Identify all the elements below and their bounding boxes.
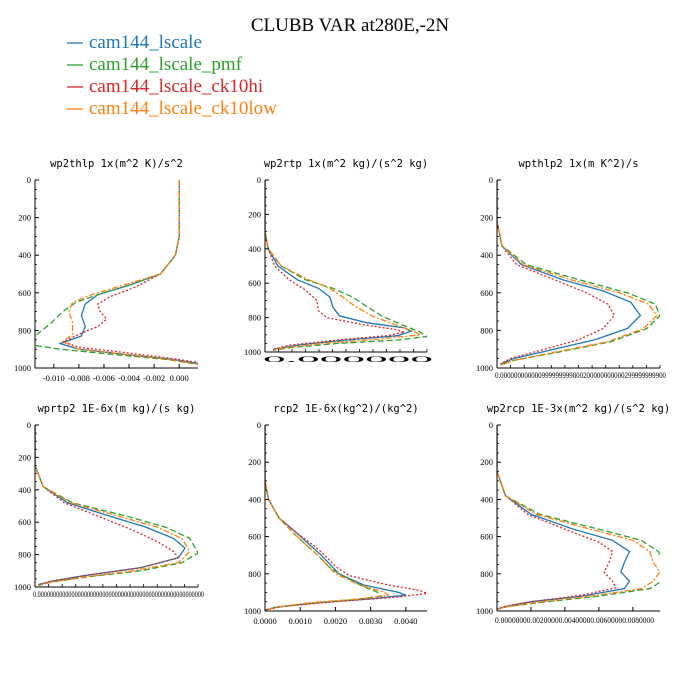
series-line-cam144-lscale-pmf — [35, 180, 198, 365]
x-tick-label: 0.0010 — [289, 616, 312, 626]
series-line-cam144-lscale — [265, 425, 407, 611]
x-tick-label: 0.000 — [170, 373, 189, 383]
panels: wp2thlp 1x(m^2 K)/s^2 0 200 400 600 800 1000 -0… — [14, 158, 670, 626]
y-tick-label: 0 — [27, 175, 31, 185]
series-line-cam144-lscale-ck10low — [265, 425, 390, 611]
legend: cam144_lscalecam144_lscale_pmfcam144_lsc… — [67, 32, 277, 119]
y-tick-label: 400 — [18, 485, 31, 495]
y-tick-label: 400 — [480, 250, 493, 260]
series-line-cam144-lscale — [265, 180, 413, 351]
y-tick-label: 400 — [248, 494, 261, 504]
y-tick-label: 1000 — [476, 363, 493, 373]
legend-label: cam144_lscale_ck10low — [89, 98, 277, 119]
x-tick-label: 0.000000 — [263, 355, 433, 364]
y-tick-label: 400 — [248, 244, 261, 254]
y-tick-label: 800 — [248, 313, 261, 323]
series-line-cam144-lscale-ck10low — [265, 180, 423, 351]
x-tick-label: 0.00000000000000000000000000000000000000… — [33, 590, 204, 599]
x-tick-label: 0.0020 — [324, 616, 347, 626]
y-tick-label: 600 — [480, 288, 493, 298]
y-tick-label: 800 — [18, 550, 31, 560]
y-tick-label: 600 — [18, 288, 31, 298]
panel-6: wp2rcp 1E-3x(m^2 kg)/(s^2 kg) 0 200 400 600 8… — [476, 403, 670, 625]
y-tick-label: 0 — [489, 420, 493, 430]
panel-title: wpthlp2 1x(m K^2)/s — [518, 158, 638, 170]
y-tick-label: 1000 — [14, 582, 31, 592]
y-tick-label: 200 — [18, 213, 31, 223]
series-line-cam144-lscale-ck10low — [497, 425, 660, 611]
series-line-cam144-lscale-pmf — [265, 180, 427, 351]
series-line-cam144-lscale-pmf — [265, 425, 383, 611]
legend-label: cam144_lscale — [89, 32, 202, 53]
x-tick-label: -0.002 — [143, 373, 165, 383]
y-tick-label: 200 — [248, 457, 261, 467]
panel-title: wp2thlp 1x(m^2 K)/s^2 — [50, 158, 183, 170]
x-tick-label: -0.010 — [43, 373, 65, 383]
series-line-cam144-lscale-ck10low — [497, 180, 658, 366]
y-tick-label: 0 — [257, 175, 261, 185]
panel-1: wp2thlp 1x(m^2 K)/s^2 0 200 400 600 800 1000 -0… — [14, 158, 198, 383]
series-line-cam144-lscale — [35, 425, 186, 586]
series-line-cam144-lscale — [58, 180, 198, 364]
x-tick-label: 0.0000 — [253, 616, 276, 626]
y-tick-label: 400 — [18, 250, 31, 260]
legend-label: cam144_lscale_ck10hi — [89, 76, 263, 97]
y-tick-label: 200 — [18, 452, 31, 462]
y-tick-label: 600 — [248, 532, 261, 542]
panel-title: rcp2 1E-6x(kg^2)/(kg^2) — [273, 403, 418, 415]
y-tick-label: 800 — [248, 569, 261, 579]
x-tick-label: -0.006 — [93, 373, 115, 383]
y-tick-label: 1000 — [476, 606, 493, 616]
panel-3: wpthlp2 1x(m K^2)/s 0 200 400 600 800 10000.00… — [476, 158, 666, 380]
series-line-cam144-lscale-ck10low — [35, 425, 191, 587]
panel-4: wprtp2 1E-6x(m kg)/(s kg) 0 200 400 600 800 10… — [14, 403, 204, 599]
series-line-cam144-lscale-ck10hi — [62, 180, 198, 364]
y-tick-label: 200 — [480, 457, 493, 467]
series-line-cam144-lscale-ck10hi — [497, 425, 617, 610]
y-tick-label: 1000 — [14, 363, 31, 373]
series-line-cam144-lscale-ck10hi — [265, 425, 427, 611]
panel-2: wp2rtp 1x(m^2 kg)/(s^2 kg)0 200 400 600 800 1… — [244, 158, 433, 364]
panel-title: wp2rcp 1E-3x(m^2 kg)/(s^2 kg) — [487, 403, 670, 415]
y-tick-label: 600 — [18, 517, 31, 527]
series-line-cam144-lscale-ck10low — [61, 180, 198, 365]
x-tick-label: 0.00000000000099999999980020000000000029… — [495, 371, 666, 380]
panel-title: wprtp2 1E-6x(m kg)/(s kg) — [37, 403, 195, 415]
y-tick-label: 600 — [480, 532, 493, 542]
y-tick-label: 200 — [248, 209, 261, 219]
figure-title: CLUBB VAR at280E,-2N — [251, 15, 450, 36]
series-line-cam144-lscale-ck10hi — [265, 180, 405, 351]
panel-5: rcp2 1E-6x(kg^2)/(kg^2) 0 200 400 600 800 1000… — [244, 403, 427, 626]
y-tick-label: 200 — [480, 213, 493, 223]
y-tick-label: 800 — [480, 569, 493, 579]
y-tick-label: 0 — [27, 420, 31, 430]
series-line-cam144-lscale-pmf — [497, 425, 660, 611]
x-tick-label: 0.0030 — [359, 616, 382, 626]
y-tick-label: 400 — [480, 494, 493, 504]
x-tick-label: -0.008 — [68, 373, 90, 383]
series-line-cam144-lscale — [497, 180, 642, 365]
panel-title: wp2rtp 1x(m^2 kg)/(s^2 kg) — [264, 158, 428, 170]
y-tick-label: 1000 — [244, 347, 261, 357]
series-line-cam144-lscale-ck10hi — [497, 180, 616, 365]
x-tick-label: 0.0040 — [394, 616, 417, 626]
y-tick-label: 0 — [489, 175, 493, 185]
y-tick-label: 800 — [480, 325, 493, 335]
x-tick-label: 0.00000000.00200000.00400000.00600000.00… — [495, 616, 654, 625]
x-tick-label: -0.004 — [118, 373, 141, 383]
y-tick-label: 800 — [18, 325, 31, 335]
series-line-cam144-lscale-pmf — [497, 180, 660, 366]
y-tick-label: 1000 — [244, 606, 261, 616]
legend-label: cam144_lscale_pmf — [89, 54, 243, 75]
y-tick-label: 0 — [257, 420, 261, 430]
series-line-cam144-lscale — [497, 425, 631, 610]
y-tick-label: 600 — [248, 278, 261, 288]
series-line-cam144-lscale-ck10hi — [35, 425, 180, 586]
series-line-cam144-lscale-pmf — [35, 425, 198, 587]
